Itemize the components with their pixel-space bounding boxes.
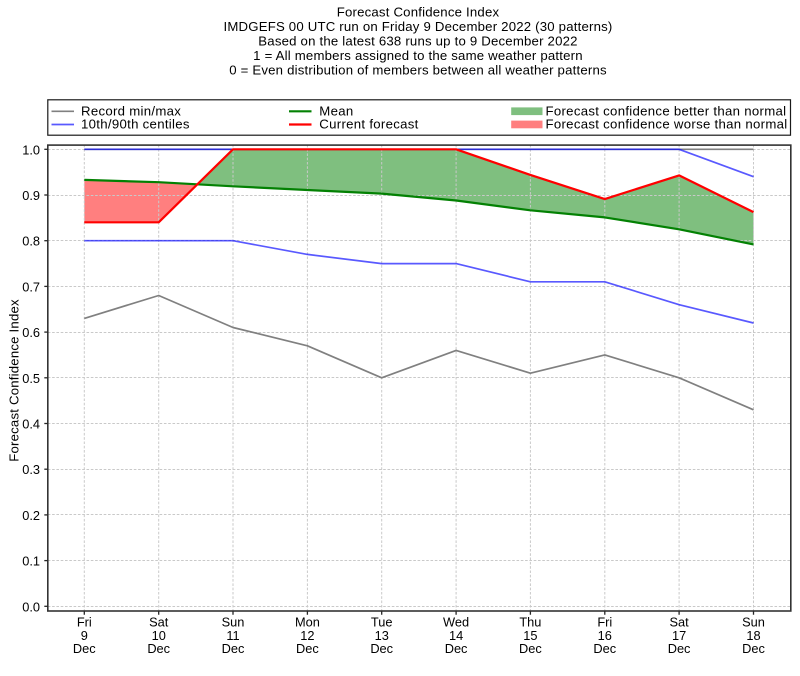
svg-text:14: 14 <box>449 628 463 643</box>
svg-text:Dec: Dec <box>593 641 616 656</box>
svg-text:Mean: Mean <box>319 104 353 119</box>
svg-text:18: 18 <box>746 628 760 643</box>
svg-text:11: 11 <box>226 628 239 643</box>
svg-text:9: 9 <box>81 628 88 643</box>
svg-text:0.3: 0.3 <box>22 462 40 477</box>
svg-text:0.6: 0.6 <box>22 325 40 340</box>
svg-text:Thu: Thu <box>519 615 541 630</box>
svg-text:Dec: Dec <box>519 641 542 656</box>
svg-text:Sat: Sat <box>669 615 689 630</box>
svg-text:0.4: 0.4 <box>22 417 40 432</box>
svg-text:Fri: Fri <box>597 615 612 630</box>
svg-text:10th/90th centiles: 10th/90th centiles <box>81 117 190 132</box>
svg-text:Forecast confidence worse than: Forecast confidence worse than normal <box>546 117 788 132</box>
svg-text:0.7: 0.7 <box>22 279 40 294</box>
svg-text:Forecast Confidence Index: Forecast Confidence Index <box>6 299 21 462</box>
svg-text:Dec: Dec <box>742 641 765 656</box>
svg-text:10: 10 <box>152 628 166 643</box>
svg-text:0.1: 0.1 <box>22 554 40 569</box>
svg-text:Record min/max: Record min/max <box>81 104 181 119</box>
svg-text:1 = All members assigned to th: 1 = All members assigned to the same wea… <box>253 48 583 63</box>
svg-text:13: 13 <box>375 628 389 643</box>
svg-text:Dec: Dec <box>296 641 319 656</box>
svg-text:Sun: Sun <box>742 615 765 630</box>
svg-text:Forecast Confidence Index: Forecast Confidence Index <box>337 5 500 20</box>
svg-text:Based on the latest 638 runs u: Based on the latest 638 runs up to 9 Dec… <box>258 34 577 49</box>
svg-text:Mon: Mon <box>295 615 320 630</box>
svg-text:Tue: Tue <box>371 615 393 630</box>
svg-text:Forecast confidence better tha: Forecast confidence better than normal <box>546 104 787 119</box>
svg-text:Dec: Dec <box>222 641 245 656</box>
svg-text:Wed: Wed <box>443 615 469 630</box>
svg-text:17: 17 <box>672 628 686 643</box>
svg-text:Sun: Sun <box>222 615 245 630</box>
svg-text:Current forecast: Current forecast <box>319 117 418 132</box>
svg-text:0 = Even distribution of membe: 0 = Even distribution of members between… <box>229 63 607 78</box>
svg-text:0.0: 0.0 <box>22 599 40 614</box>
svg-text:0.9: 0.9 <box>22 188 40 203</box>
svg-text:Dec: Dec <box>370 641 393 656</box>
svg-text:Sat: Sat <box>149 615 169 630</box>
svg-text:IMDGEFS 00 UTC run on Friday 9: IMDGEFS 00 UTC run on Friday 9 December … <box>223 19 612 34</box>
svg-text:Dec: Dec <box>147 641 170 656</box>
svg-text:Dec: Dec <box>445 641 468 656</box>
svg-text:12: 12 <box>300 628 314 643</box>
svg-text:1.0: 1.0 <box>22 142 40 157</box>
svg-text:Dec: Dec <box>668 641 691 656</box>
svg-text:0.2: 0.2 <box>22 508 40 523</box>
svg-text:0.8: 0.8 <box>22 234 40 249</box>
svg-text:15: 15 <box>523 628 537 643</box>
svg-text:16: 16 <box>598 628 612 643</box>
svg-text:Fri: Fri <box>77 615 92 630</box>
svg-text:0.5: 0.5 <box>22 371 40 386</box>
svg-text:Dec: Dec <box>73 641 96 656</box>
